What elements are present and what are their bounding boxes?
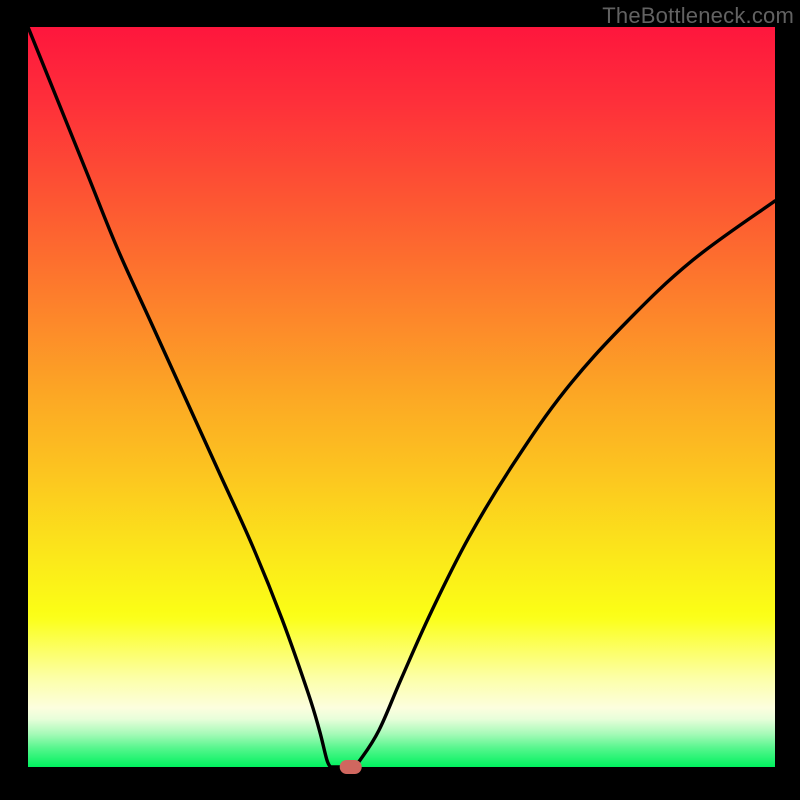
chart-plot-background bbox=[28, 27, 775, 767]
bottleneck-chart bbox=[0, 0, 800, 800]
minimum-marker bbox=[340, 760, 362, 774]
